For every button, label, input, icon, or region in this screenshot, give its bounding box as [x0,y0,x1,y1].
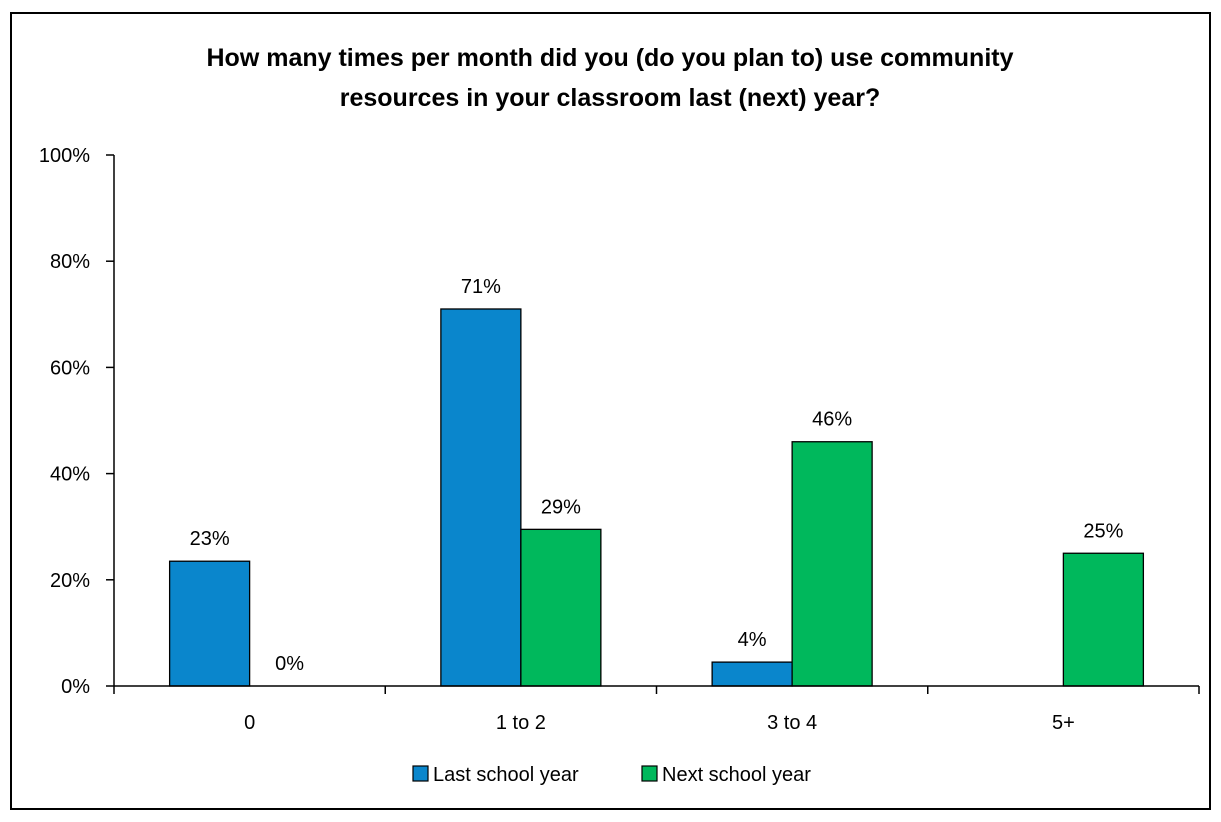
y-tick-label-1: 20% [50,570,90,592]
bar-next-year-2 [791,441,873,687]
y-tick-label-4: 80% [50,251,90,273]
data-labels: 23% 71% 4% 0% 29% 46% 25% [190,276,1124,675]
y-axis-ticks: 0% 20% 40% 60% 80% 100% [39,145,114,698]
bar-next-year-3 [1062,552,1145,687]
data-label-last-year-0: 23% [190,528,230,550]
data-label-last-year-1: 71% [461,276,501,298]
y-tick-label-3: 60% [50,357,90,379]
bar-last-year-0 [168,560,251,687]
legend-swatch-last-year [412,765,429,782]
data-label-next-year-0: 0% [275,653,304,675]
data-label-next-year-1: 29% [541,496,581,518]
bar-last-year-1 [440,308,522,687]
y-tick-label-0: 0% [61,676,90,698]
y-tick-label-2: 40% [50,464,90,486]
x-tick-label-2: 3 to 4 [767,712,817,734]
y-tick-label-5: 100% [39,145,90,167]
bar-next-year-1 [520,528,602,687]
chart-title-line-1: How many times per month did you (do you… [207,44,1014,72]
x-tick-label-0: 0 [244,712,255,734]
data-label-next-year-3: 25% [1083,520,1123,542]
legend-swatch-next-year [641,765,658,782]
legend: Last school year Next school year [412,764,811,786]
x-tick-label-1: 1 to 2 [496,712,546,734]
data-label-last-year-2: 4% [738,629,767,651]
x-tick-label-3: 5+ [1052,712,1075,734]
data-label-next-year-2: 46% [812,409,852,431]
chart-title-line-2: resources in your classroom last (next) … [340,84,881,112]
bars-group [168,308,1145,687]
axes-group [113,155,1199,687]
legend-label-last-year: Last school year [433,764,579,786]
x-axis-ticks: 0 1 to 2 3 to 4 5+ [113,686,1200,734]
chart-title: How many times per month did you (do you… [207,44,1014,112]
bar-last-year-2 [711,661,793,687]
legend-label-next-year: Next school year [662,764,811,786]
